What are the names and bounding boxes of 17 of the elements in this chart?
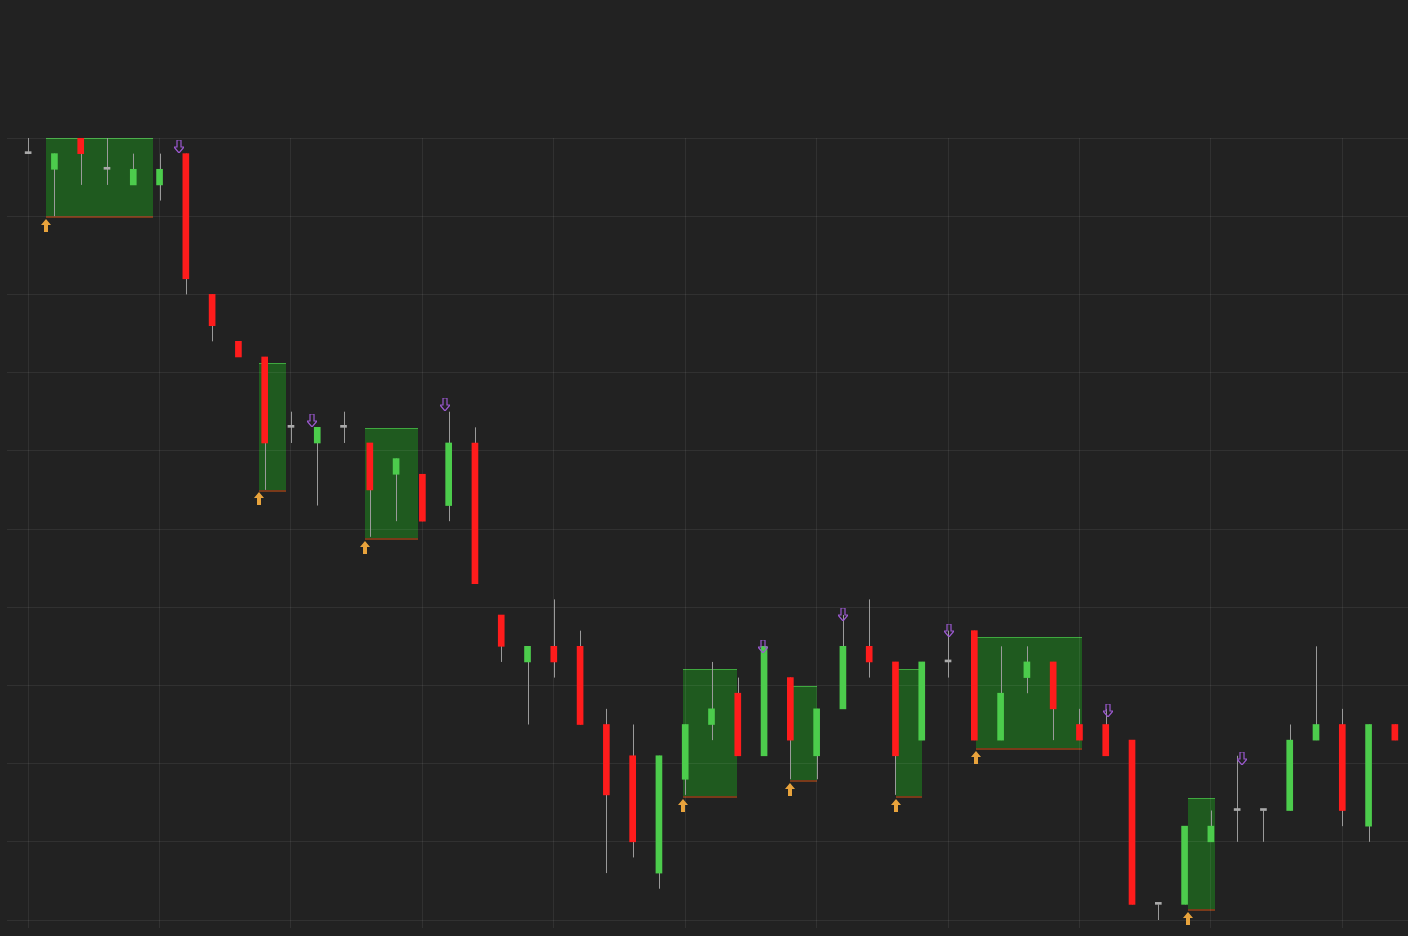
candlestick (865, 598, 873, 679)
candlestick (1154, 902, 1162, 921)
candlestick (340, 411, 347, 444)
candlestick (392, 458, 400, 522)
candlestick (156, 153, 163, 202)
candlestick (1076, 708, 1083, 741)
candlestick (1233, 755, 1241, 843)
candlestick (51, 153, 58, 217)
candlestick (129, 153, 137, 186)
candlestick (1260, 808, 1267, 843)
candlestick (103, 137, 111, 186)
candlestick (77, 137, 85, 186)
candlestick (550, 598, 558, 679)
candlestick (708, 661, 715, 741)
candlestick (313, 426, 321, 507)
candlestick (287, 411, 295, 444)
candlestick (524, 645, 531, 725)
